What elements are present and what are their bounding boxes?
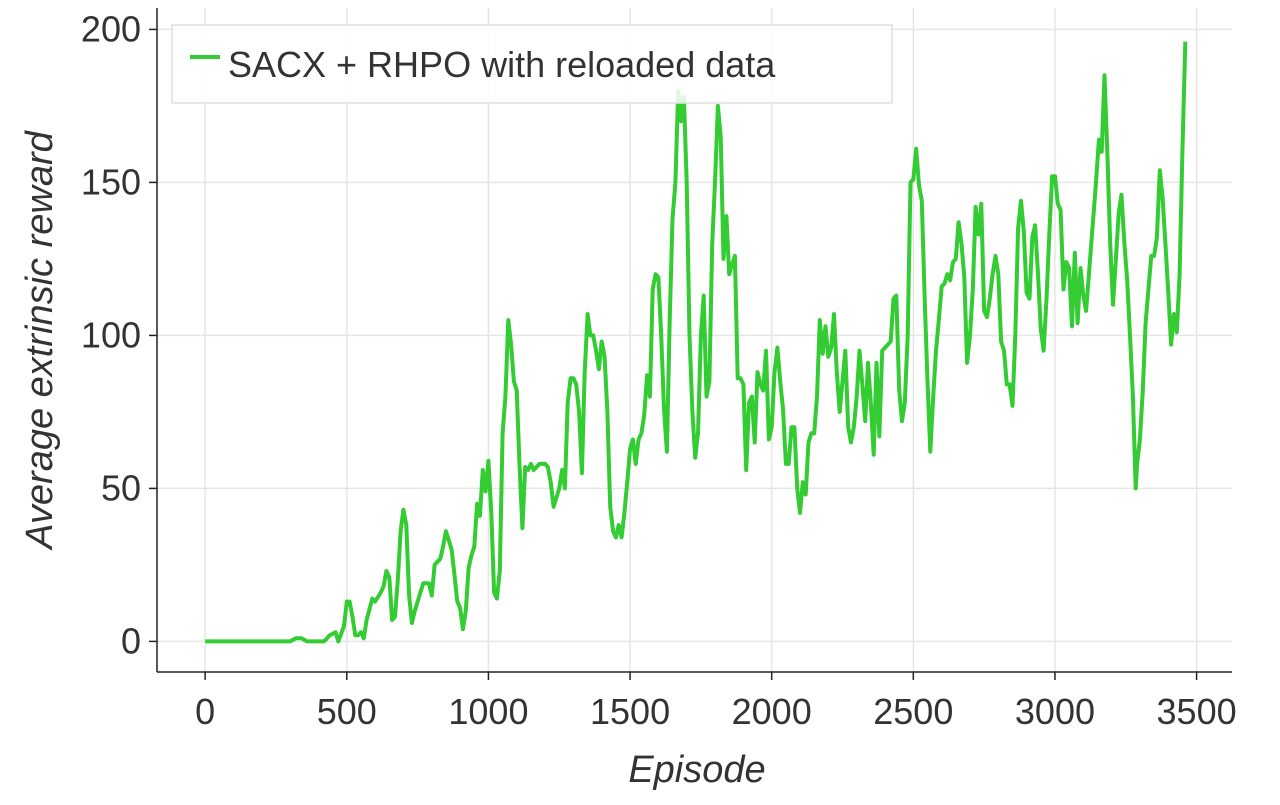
x-tick-label: 0 bbox=[195, 691, 215, 732]
x-tick-label: 2000 bbox=[732, 691, 812, 732]
legend-label: SACX + RHPO with reloaded data bbox=[228, 44, 776, 85]
legend-box bbox=[171, 24, 893, 104]
y-tick-label: 50 bbox=[101, 467, 141, 508]
y-tick-label: 200 bbox=[81, 8, 141, 49]
y-tick-label: 100 bbox=[81, 314, 141, 355]
y-tick-label: 0 bbox=[121, 620, 141, 661]
x-tick-label: 3500 bbox=[1157, 691, 1237, 732]
x-tick-label: 1000 bbox=[448, 691, 528, 732]
x-axis-label: Episode bbox=[628, 749, 765, 791]
y-axis-label: Average extrinsic reward bbox=[19, 129, 61, 550]
y-tick-label: 150 bbox=[81, 161, 141, 202]
data-line bbox=[205, 41, 1188, 644]
x-tick-label: 1500 bbox=[590, 691, 670, 732]
x-tick-label: 2500 bbox=[873, 691, 953, 732]
x-tick-label: 500 bbox=[317, 691, 377, 732]
x-tick-label: 3000 bbox=[1015, 691, 1095, 732]
